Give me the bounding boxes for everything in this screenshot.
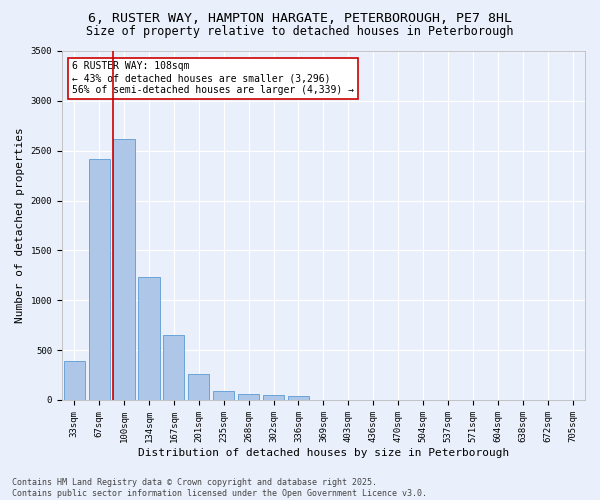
Bar (113, 138, 134, 400)
Bar (288, 396, 309, 400)
Bar (89, 158, 110, 400)
Text: 6, RUSTER WAY, HAMPTON HARGATE, PETERBOROUGH, PE7 8HL: 6, RUSTER WAY, HAMPTON HARGATE, PETERBOR… (88, 12, 512, 26)
Bar (238, 394, 259, 400)
Text: Contains HM Land Registry data © Crown copyright and database right 2025.
Contai: Contains HM Land Registry data © Crown c… (12, 478, 427, 498)
Text: Size of property relative to detached houses in Peterborough: Size of property relative to detached ho… (86, 25, 514, 38)
Bar (163, 335, 184, 400)
Bar (213, 391, 235, 400)
Bar (64, 361, 85, 400)
Text: 6 RUSTER WAY: 108sqm
← 43% of detached houses are smaller (3,296)
56% of semi-de: 6 RUSTER WAY: 108sqm ← 43% of detached h… (72, 62, 354, 94)
X-axis label: Distribution of detached houses by size in Peterborough: Distribution of detached houses by size … (138, 448, 509, 458)
Y-axis label: Number of detached properties: Number of detached properties (15, 128, 25, 324)
Bar (139, 278, 160, 400)
Bar (263, 395, 284, 400)
Bar (188, 374, 209, 400)
